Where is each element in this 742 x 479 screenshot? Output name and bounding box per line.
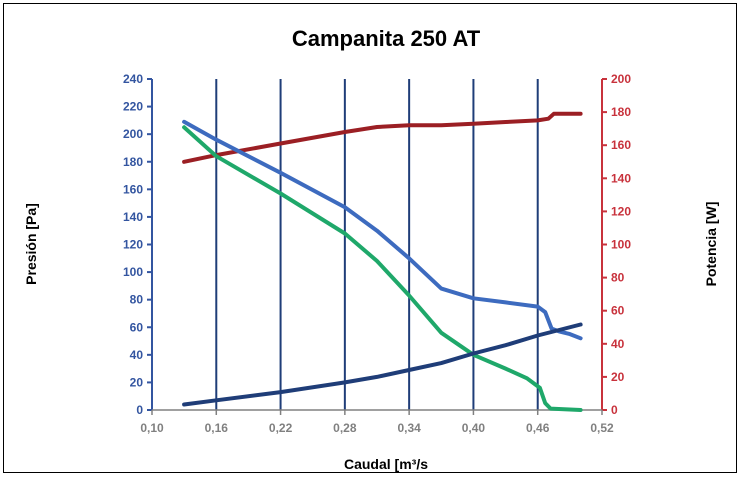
- y-right-tick-label: 160: [611, 138, 631, 152]
- x-tick-label: 0,10: [140, 421, 164, 435]
- y-right-tick-label: 200: [611, 72, 631, 86]
- series-line-1: [182, 119, 583, 341]
- x-tick-label: 0,28: [333, 421, 357, 435]
- y-right-tick-label: 20: [611, 370, 625, 384]
- y-left-axis-label: Presión [Pa]: [23, 203, 39, 285]
- x-tick-label: 0,22: [269, 421, 293, 435]
- chart-frame: [3, 3, 737, 473]
- x-tick-label: 0,34: [397, 421, 421, 435]
- vertical-gridlines: [215, 79, 539, 410]
- x-tick-label: 0,40: [462, 421, 486, 435]
- chart-title: Campanita 250 AT: [292, 26, 481, 51]
- y-left-tick-label: 180: [123, 155, 143, 169]
- y-left-tick-label: 200: [123, 127, 143, 141]
- y-left-tick-label: 240: [123, 72, 143, 86]
- tick-labels: 0 20 40 60 80 100 120 140 160 180 200 220 240 0 20 40 60…: [123, 72, 631, 435]
- y-left-tick-label: 60: [130, 320, 144, 334]
- y-right-tick-label: 0: [611, 403, 618, 417]
- x-axis-label: Caudal [m³/s: [344, 456, 428, 472]
- x-tick-label: 0,52: [590, 421, 614, 435]
- x-tick-label: 0,46: [526, 421, 550, 435]
- y-left-tick-label: 120: [123, 238, 143, 252]
- y-right-tick-label: 60: [611, 304, 625, 318]
- x-tick-label: 0,16: [205, 421, 229, 435]
- series-lines: [182, 111, 583, 412]
- y-left-tick-label: 220: [123, 100, 143, 114]
- y-left-tick-label: 140: [123, 210, 143, 224]
- y-right-tick-label: 140: [611, 171, 631, 185]
- y-left-tick-label: 0: [136, 403, 143, 417]
- y-right-tick-label: 80: [611, 271, 625, 285]
- y-right-tick-label: 180: [611, 105, 631, 119]
- y-right-tick-label: 40: [611, 337, 625, 351]
- y-left-tick-label: 20: [130, 375, 144, 389]
- y-left-tick-label: 40: [130, 348, 144, 362]
- y-left-tick-label: 160: [123, 182, 143, 196]
- y-left-tick-label: 80: [130, 293, 144, 307]
- series-line-3: [182, 322, 583, 407]
- y-left-tick-label: 100: [123, 265, 143, 279]
- y-right-axis-label: Potencia [W]: [703, 202, 719, 287]
- series-line-2: [182, 125, 583, 412]
- series-line-0: [182, 111, 583, 164]
- y-right-tick-label: 120: [611, 204, 631, 218]
- y-right-tick-label: 100: [611, 238, 631, 252]
